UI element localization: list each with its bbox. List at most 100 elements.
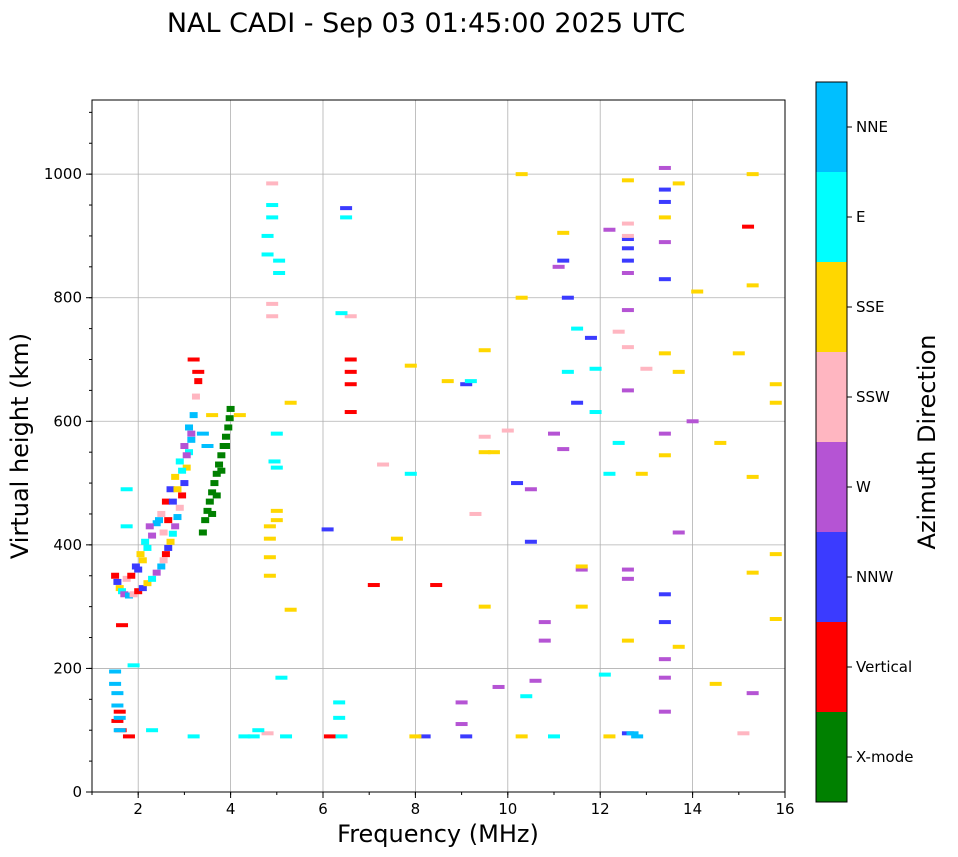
- echo-point: [478, 434, 491, 439]
- echo-point: [672, 530, 685, 535]
- echo-point: [552, 264, 565, 269]
- echo-point: [208, 510, 217, 517]
- plot-area: [91, 99, 786, 793]
- echo-point: [148, 532, 157, 539]
- echo-point: [589, 410, 602, 415]
- echo-point: [746, 570, 759, 575]
- echo-point: [187, 357, 200, 362]
- echo-point: [344, 382, 357, 387]
- colorbar-segment: [816, 82, 847, 172]
- echo-point: [164, 544, 173, 551]
- echo-point: [746, 283, 759, 288]
- echo-point: [658, 199, 671, 204]
- grid-lines: [92, 100, 786, 793]
- echo-point: [621, 271, 634, 275]
- echo-point: [124, 592, 133, 599]
- echo-point: [621, 237, 634, 242]
- echo-point: [212, 470, 221, 477]
- colorbar-tick-label: E: [856, 208, 865, 226]
- echo-point: [263, 524, 276, 529]
- echo-point: [603, 471, 616, 476]
- chart-title: NAL CADI - Sep 03 01:45:00 2025 UTC: [167, 8, 685, 39]
- echo-point: [166, 538, 175, 545]
- echo-point: [270, 465, 283, 470]
- echo-point: [161, 551, 170, 558]
- echo-point: [182, 464, 191, 471]
- echo-point: [164, 517, 173, 524]
- echo-point: [621, 576, 634, 581]
- y-axis: 0 200 400 600 800 1000: [44, 111, 92, 801]
- x-tick-label: 12: [591, 800, 610, 818]
- echo-point: [109, 681, 122, 686]
- echo-point: [367, 583, 380, 588]
- colorbar-tick-label: NNW: [856, 568, 893, 586]
- echo-point: [212, 492, 221, 499]
- echo-point: [621, 638, 634, 643]
- echo-point: [157, 563, 166, 570]
- y-axis-label: Virtual height (km): [6, 333, 34, 559]
- colorbar-label: Azimuth Direction: [913, 335, 941, 550]
- echo-point: [141, 538, 150, 545]
- echo-point: [166, 486, 175, 493]
- colorbar-tick-label: SSW: [856, 388, 890, 406]
- echo-point: [159, 529, 168, 536]
- echo-point: [340, 206, 353, 211]
- echo-point: [529, 678, 542, 683]
- echo-point: [621, 233, 634, 238]
- echo-point: [344, 369, 357, 374]
- y-tick-label: 1000: [44, 165, 82, 183]
- echo-point: [672, 181, 685, 186]
- echo-point: [478, 450, 491, 455]
- echo-point: [501, 428, 514, 433]
- x-tick-label: 16: [775, 800, 794, 818]
- echo-point: [575, 567, 588, 572]
- echo-point: [131, 563, 140, 570]
- echo-point: [769, 382, 782, 387]
- echo-point: [561, 295, 574, 300]
- echo-point: [120, 487, 133, 492]
- echo-point: [418, 734, 431, 739]
- echo-point: [409, 734, 422, 739]
- colorbar-segment: [816, 352, 847, 442]
- echo-point: [390, 536, 403, 541]
- echo-point: [404, 363, 417, 368]
- echo-point: [178, 492, 187, 499]
- echo-point: [261, 731, 274, 736]
- echo-point: [198, 529, 207, 536]
- echo-point: [335, 734, 348, 739]
- colorbar-segment: [816, 622, 847, 712]
- echo-point: [238, 734, 251, 739]
- echo-point: [515, 734, 528, 739]
- echo-point: [173, 486, 182, 493]
- echo-point: [280, 734, 293, 739]
- echo-point: [263, 555, 276, 560]
- echo-point: [191, 393, 200, 400]
- echo-point: [478, 348, 491, 353]
- echo-point: [127, 572, 136, 579]
- echo-point: [111, 572, 120, 579]
- echo-point: [460, 382, 473, 387]
- echo-point: [524, 539, 537, 544]
- echo-point: [746, 172, 759, 177]
- echo-point: [134, 566, 143, 573]
- echo-point: [266, 301, 279, 306]
- echo-point: [621, 178, 634, 183]
- echo-point: [224, 424, 233, 431]
- x-tick-label: 8: [411, 800, 421, 818]
- colorbar-segment: [816, 712, 847, 802]
- echo-point: [571, 400, 584, 405]
- echo-point: [268, 459, 281, 464]
- y-tick-label: 0: [72, 783, 82, 801]
- echo-point: [557, 258, 570, 263]
- echo-point: [511, 481, 524, 486]
- echo-point: [273, 258, 286, 263]
- echo-point: [115, 585, 124, 592]
- echo-point: [266, 181, 279, 186]
- echo-point: [180, 480, 189, 487]
- echo-point: [658, 351, 671, 356]
- y-tick-label: 600: [53, 412, 82, 430]
- echo-point: [154, 517, 163, 524]
- echo-point: [469, 511, 482, 516]
- echo-point: [252, 728, 265, 733]
